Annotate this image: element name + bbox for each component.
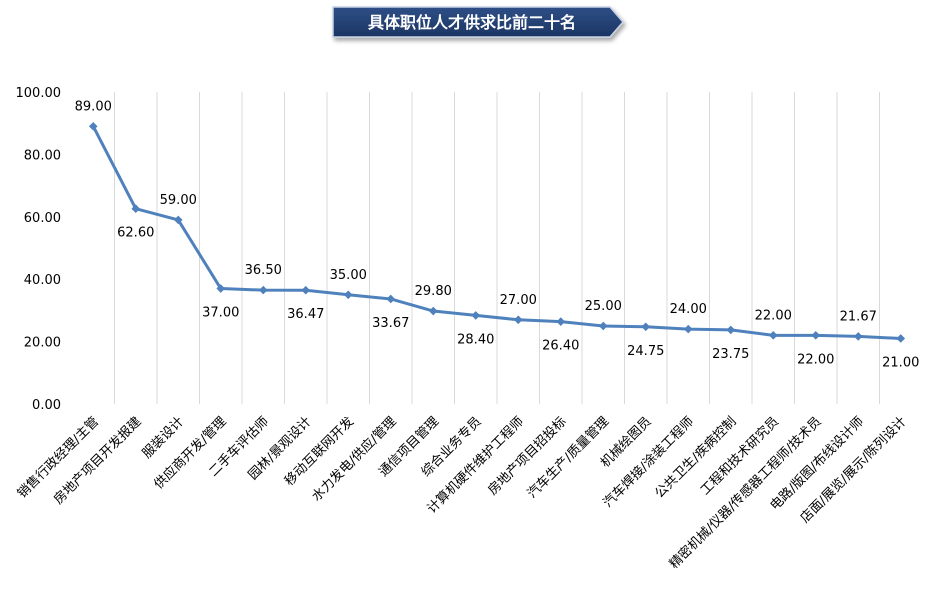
- data-label: 26.40: [542, 339, 579, 354]
- x-tick-label: 房地产项目招投标: [485, 414, 570, 499]
- data-label: 89.00: [75, 99, 112, 114]
- data-label: 24.75: [627, 344, 664, 359]
- y-tick-label: 60.00: [24, 211, 61, 226]
- data-point: [641, 322, 651, 332]
- data-point: [173, 215, 183, 225]
- data-point: [343, 290, 353, 300]
- y-tick-label: 80.00: [24, 148, 61, 163]
- chart-title-background: [332, 6, 624, 38]
- data-label: 36.50: [245, 263, 282, 278]
- data-point: [598, 321, 608, 331]
- data-label: 25.00: [585, 299, 622, 314]
- data-point: [811, 331, 821, 340]
- data-point: [853, 332, 863, 341]
- data-label: 21.67: [840, 309, 877, 324]
- data-point: [896, 334, 906, 343]
- data-label: 24.00: [670, 302, 707, 317]
- x-tick-label: 精密机械/仪器/传感器工程师/技术员: [666, 414, 824, 572]
- data-point: [216, 284, 226, 293]
- data-point: [428, 306, 438, 316]
- data-point: [301, 285, 311, 295]
- y-tick-label: 20.00: [24, 336, 61, 351]
- y-tick-label: 100.00: [16, 86, 62, 101]
- chart-title-banner: 具体职位人才供求比前二十名: [332, 6, 624, 38]
- x-tick-label: 供应商开发/管理: [151, 414, 230, 493]
- data-label: 29.80: [415, 284, 452, 299]
- data-point: [386, 294, 396, 304]
- data-label: 62.60: [117, 226, 154, 241]
- y-tick-label: 0.00: [32, 398, 61, 413]
- chart-title: 具体职位人才供求比前二十名: [368, 13, 576, 32]
- data-point: [258, 285, 268, 295]
- data-point: [726, 325, 736, 335]
- data-point: [768, 331, 778, 340]
- data-point: [88, 122, 98, 131]
- x-tick-label: 销售行政经理/主管: [14, 414, 102, 502]
- data-label: 27.00: [500, 293, 537, 308]
- data-label: 28.40: [457, 332, 494, 347]
- data-label: 22.00: [755, 308, 792, 323]
- data-label: 36.47: [287, 307, 324, 322]
- data-point: [556, 317, 566, 326]
- x-tick-label: 汽车生产/质量管理: [524, 414, 612, 502]
- data-point: [131, 204, 141, 213]
- data-point: [513, 315, 523, 325]
- data-label: 23.75: [712, 347, 749, 362]
- data-label: 22.00: [797, 352, 834, 367]
- y-tick-label: 40.00: [24, 273, 61, 288]
- data-point: [683, 324, 693, 334]
- data-label: 59.00: [160, 193, 197, 208]
- x-tick-label: 工程和技术研究员: [698, 414, 782, 498]
- data-label: 33.67: [372, 316, 409, 331]
- series-line: [91, 124, 903, 340]
- data-label: 21.00: [882, 355, 919, 370]
- data-label: 35.00: [330, 268, 367, 283]
- data-point: [471, 311, 481, 320]
- data-label: 37.00: [202, 306, 239, 321]
